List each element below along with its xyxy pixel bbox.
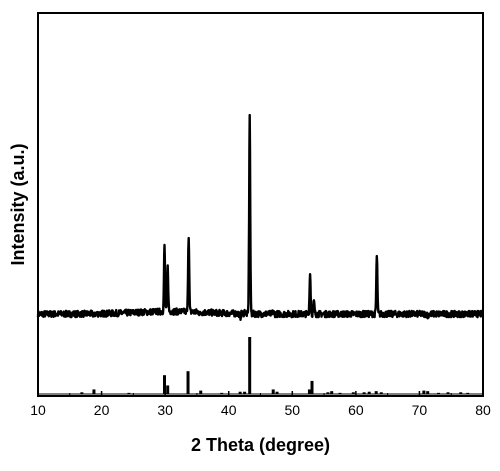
x-tick-label: 50	[284, 402, 300, 418]
x-tick-label: 70	[412, 402, 428, 418]
x-tick-label: 30	[157, 402, 173, 418]
x-tick-label: 20	[94, 402, 110, 418]
x-tick-label: 10	[30, 402, 46, 418]
plot-frame	[37, 12, 484, 397]
x-tick-label: 80	[475, 402, 491, 418]
measured-pattern-series	[36, 113, 484, 321]
x-tick-label: 40	[221, 402, 237, 418]
reference-sticks-series	[38, 337, 483, 395]
x-axis-label: 2 Theta (degree)	[191, 435, 330, 455]
x-tick-label: 60	[348, 402, 364, 418]
measured-pattern-line	[36, 113, 484, 321]
y-axis-label: Intensity (a.u.)	[8, 143, 28, 265]
